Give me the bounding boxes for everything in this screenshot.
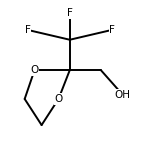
Text: O: O <box>54 94 63 104</box>
Text: F: F <box>67 8 73 18</box>
Text: O: O <box>30 65 39 75</box>
Text: F: F <box>25 25 30 35</box>
Text: F: F <box>109 25 115 35</box>
Text: OH: OH <box>115 90 131 100</box>
